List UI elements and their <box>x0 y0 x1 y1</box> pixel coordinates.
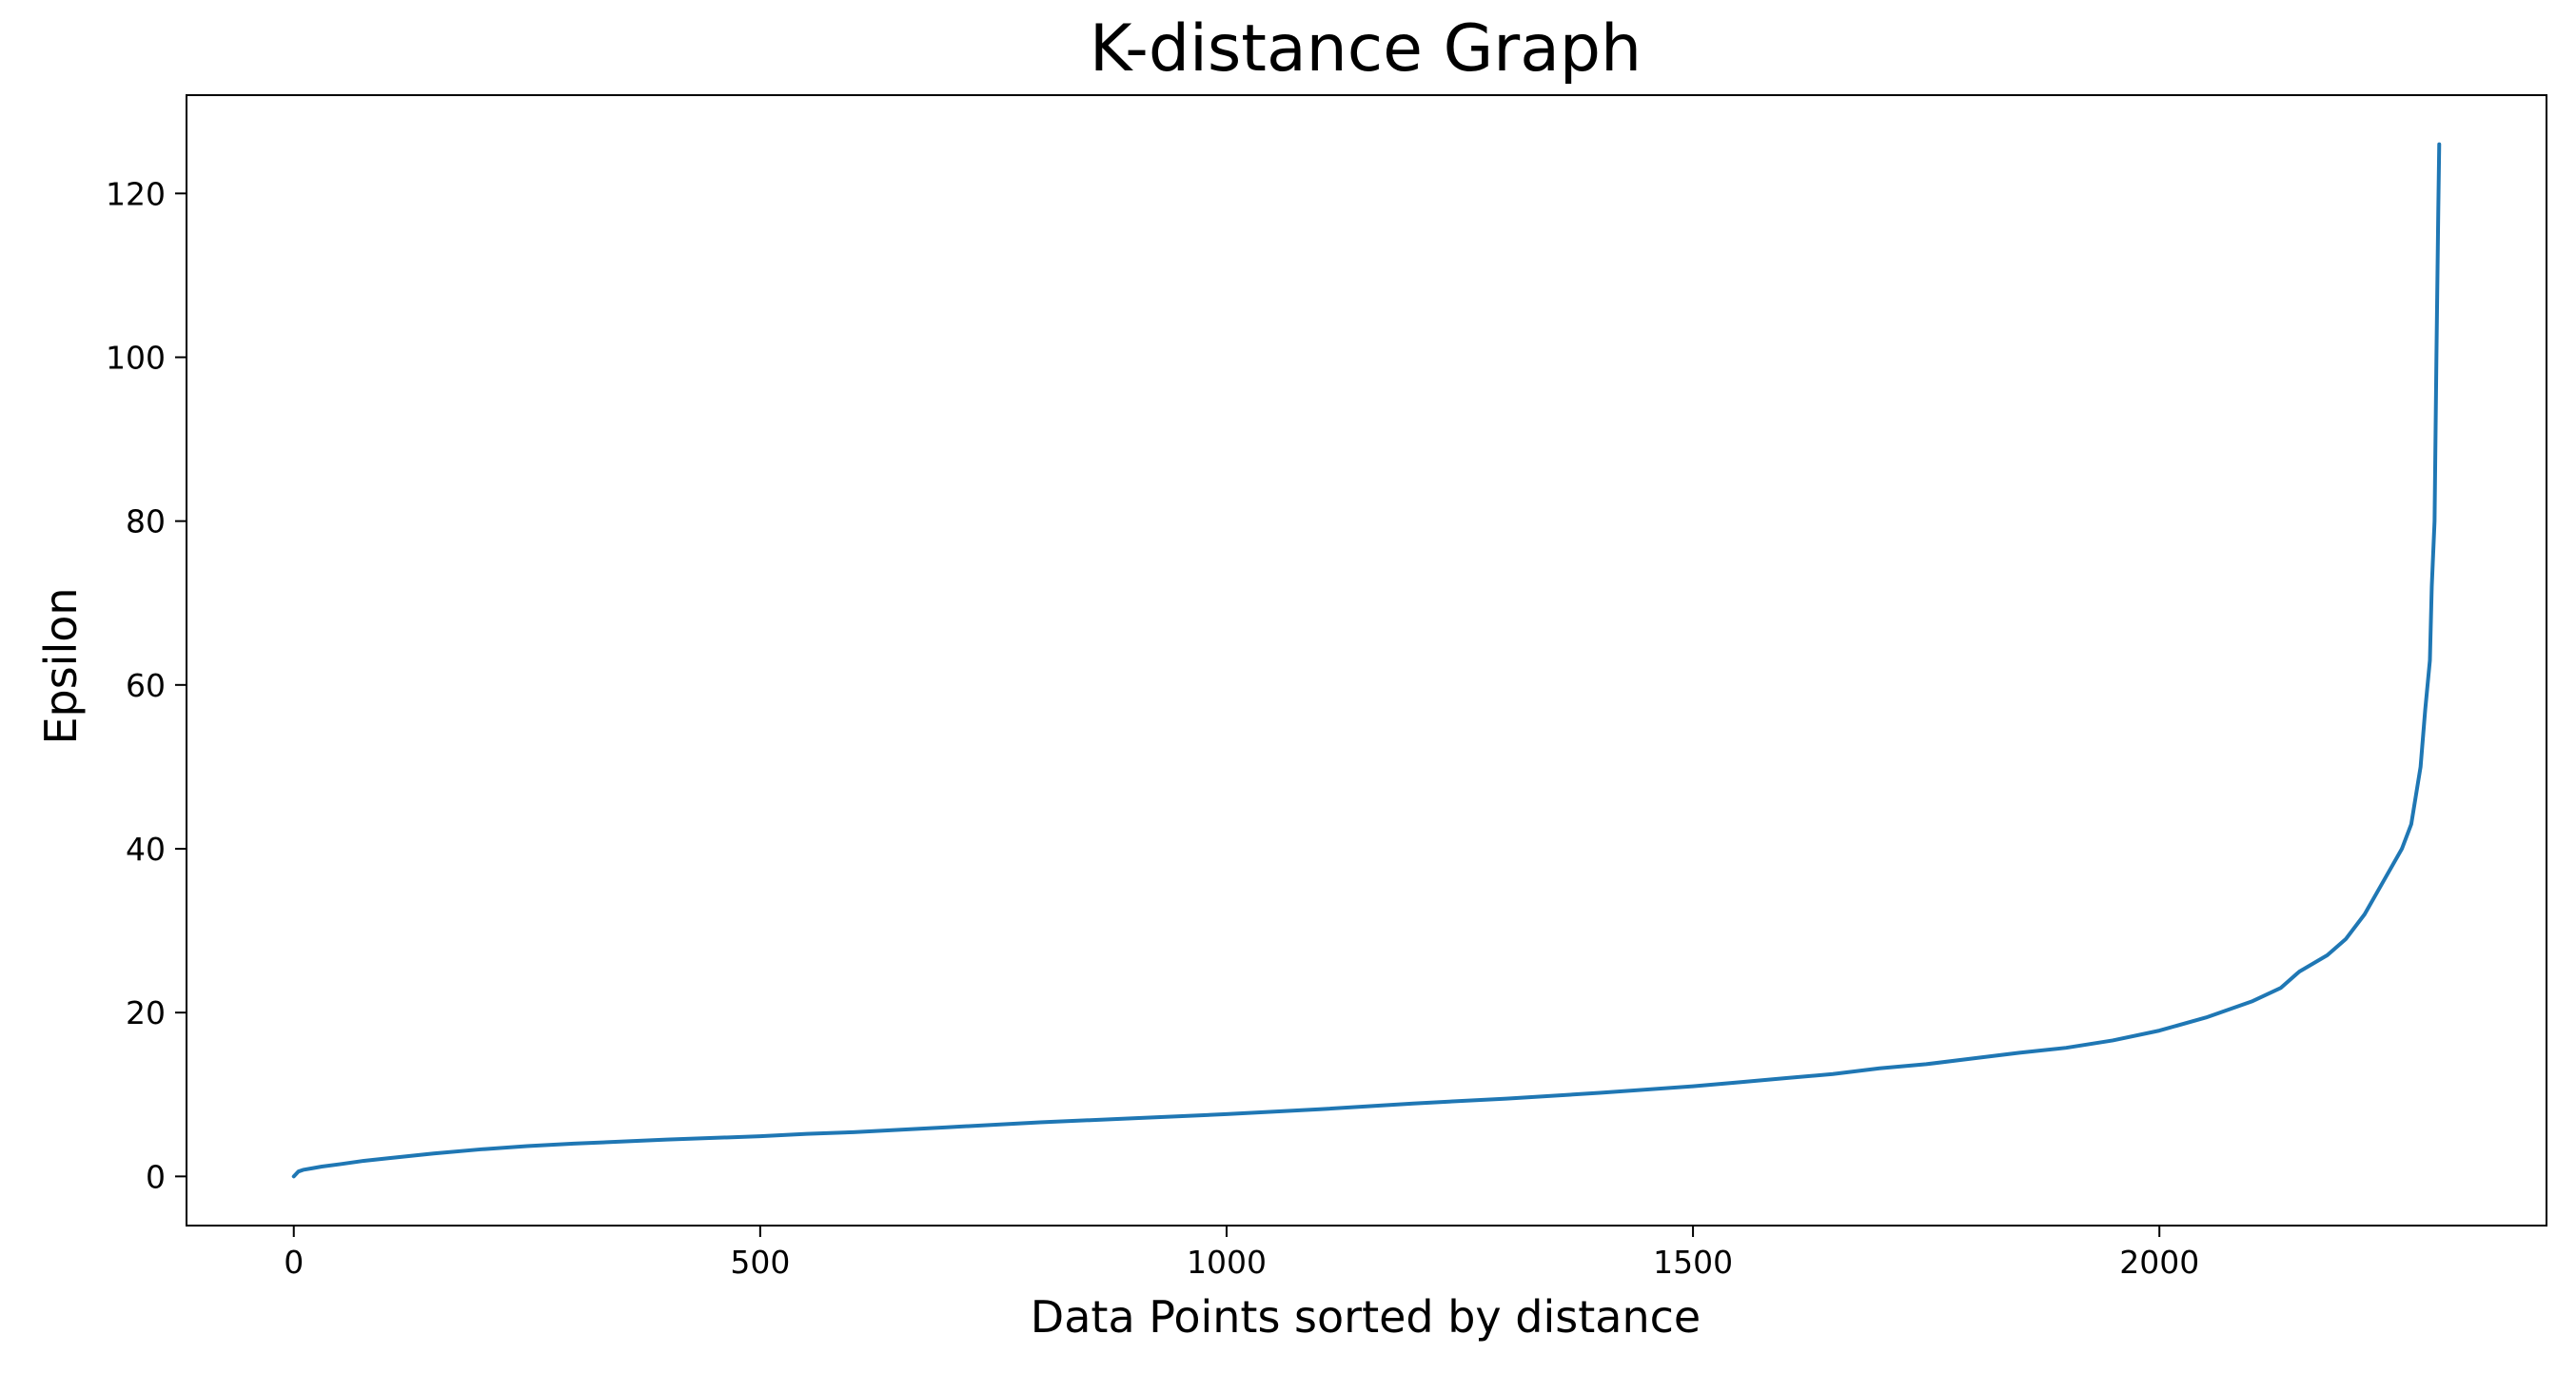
y-tick-label: 40 <box>126 831 166 868</box>
axis-ticks: 0 500 1000 1500 2000 0 20 40 60 80 100 120 <box>106 175 2199 1281</box>
y-tick-label: 20 <box>126 994 166 1031</box>
series-line <box>291 142 2442 1179</box>
y-tick-label: 60 <box>126 667 166 704</box>
y-tick-label: 120 <box>106 175 166 212</box>
x-tick-label: 2000 <box>2119 1244 2199 1281</box>
x-tick-label: 1000 <box>1187 1244 1267 1281</box>
x-tick-label: 0 <box>284 1244 304 1281</box>
x-tick-label: 500 <box>730 1244 790 1281</box>
chart-title: K-distance Graph <box>1090 11 1642 87</box>
y-tick-label: 100 <box>106 339 166 376</box>
x-axis-label: Data Points sorted by distance <box>1031 1291 1701 1343</box>
y-axis-label: Epsilon <box>35 587 87 744</box>
y-tick-label: 0 <box>146 1158 166 1195</box>
y-tick-label: 80 <box>126 503 166 540</box>
x-tick-label: 1500 <box>1653 1244 1733 1281</box>
plot-frame <box>186 94 2547 1227</box>
